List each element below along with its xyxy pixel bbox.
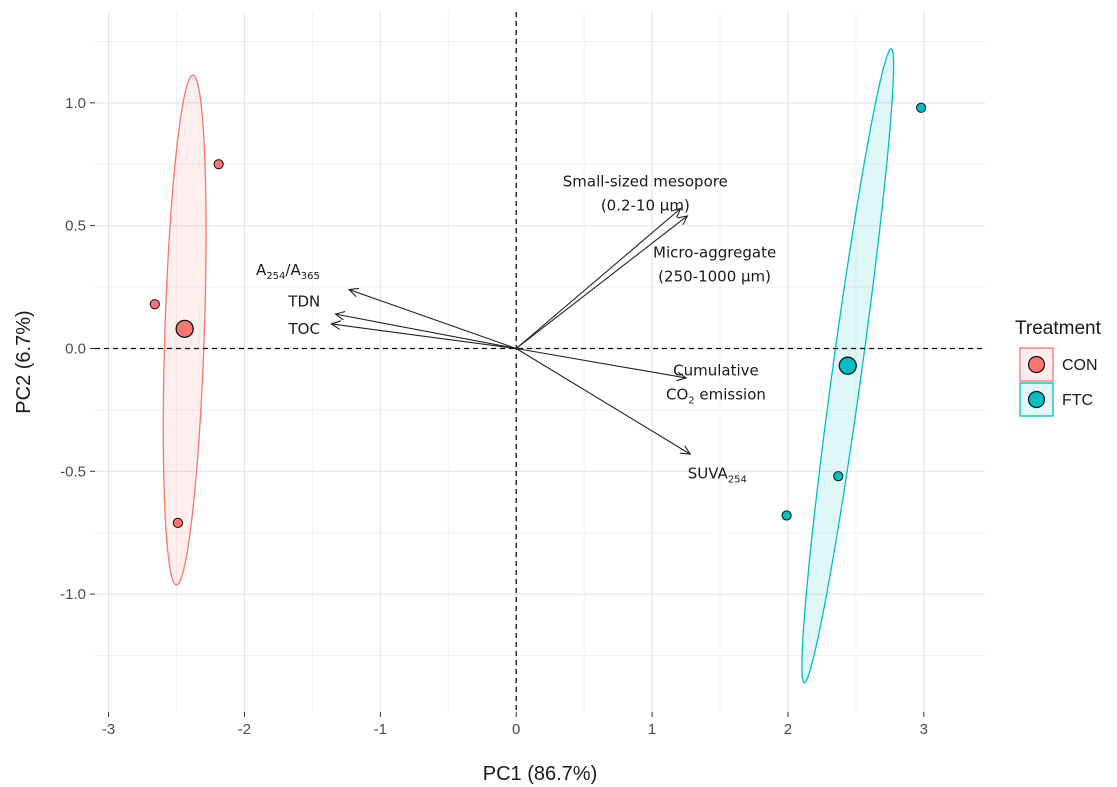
x-tick-label: -3 xyxy=(102,721,115,738)
legend-label-con: CON xyxy=(1062,357,1098,374)
x-tick-label: 3 xyxy=(920,721,928,738)
y-tick-label: 0.0 xyxy=(65,340,86,357)
loading-label: TOC xyxy=(288,320,320,338)
confidence-ellipses xyxy=(162,48,895,684)
y-tick-label: -1.0 xyxy=(60,586,86,603)
y-tick-label: 0.5 xyxy=(65,218,86,235)
loading-label: TDN xyxy=(287,293,320,311)
y-axis-title: PC2 (6.7%) xyxy=(13,310,35,413)
y-tick-label: 1.0 xyxy=(65,95,86,112)
arrow-head xyxy=(670,207,682,218)
data-points xyxy=(149,102,927,528)
loading-label: SUVA254​ xyxy=(688,465,747,486)
x-tick-label: 1 xyxy=(648,721,656,738)
arrow-head xyxy=(334,310,346,321)
centroid-ftc xyxy=(838,356,857,375)
loading-arrow xyxy=(335,313,517,350)
y-tick-label: -0.5 xyxy=(60,463,86,480)
point-ftc xyxy=(916,102,927,113)
loading-arrow xyxy=(515,208,681,349)
x-axis-ticks: -3 -2 -1 0 1 2 3 xyxy=(102,712,928,738)
x-axis-title: PC1 (86.7%) xyxy=(483,763,598,785)
x-tick-label: -1 xyxy=(374,721,387,738)
loading-arrow xyxy=(515,215,688,349)
loading-arrow xyxy=(516,347,687,379)
legend-marker-con xyxy=(1027,355,1046,374)
x-tick-label: -2 xyxy=(238,721,251,738)
loading-label: A254​/A365​ xyxy=(256,261,320,282)
loading-arrow xyxy=(348,289,517,350)
loading-label: (250-1000 μm) xyxy=(658,268,771,286)
y-axis-ticks: -1.0 -0.5 0.0 0.5 1.0 xyxy=(60,95,95,603)
loading-label: Cumulative xyxy=(673,362,759,380)
loading-labels: Small-sized mesopore (0.2-10 μm) Micro-agg… xyxy=(256,172,776,485)
arrow-head xyxy=(677,215,689,226)
loading-label: (0.2-10 μm) xyxy=(601,196,690,214)
legend-marker-ftc xyxy=(1027,390,1046,409)
loading-arrow xyxy=(331,323,517,350)
loading-arrows xyxy=(330,207,692,455)
arrow-head xyxy=(676,371,688,382)
point-con xyxy=(213,159,224,170)
legend: Treatment CON FTC xyxy=(1015,318,1102,417)
point-ftc xyxy=(781,510,792,521)
x-tick-label: 2 xyxy=(784,721,792,738)
legend-title: Treatment xyxy=(1015,318,1102,339)
point-con xyxy=(149,299,160,310)
arrow-head xyxy=(330,320,342,330)
loading-arrow xyxy=(515,348,691,455)
legend-label-ftc: FTC xyxy=(1062,392,1093,409)
x-tick-label: 0 xyxy=(512,721,520,738)
centroid-con xyxy=(175,319,194,338)
loading-label: CO2​ emission xyxy=(666,386,766,407)
point-ftc xyxy=(833,471,844,482)
zero-lines xyxy=(95,12,985,712)
arrow-head xyxy=(347,287,360,298)
loading-label: Small-sized mesopore xyxy=(563,172,728,190)
point-con xyxy=(172,517,183,528)
arrow-head xyxy=(680,445,692,455)
loading-label: Micro-aggregate xyxy=(653,244,776,262)
